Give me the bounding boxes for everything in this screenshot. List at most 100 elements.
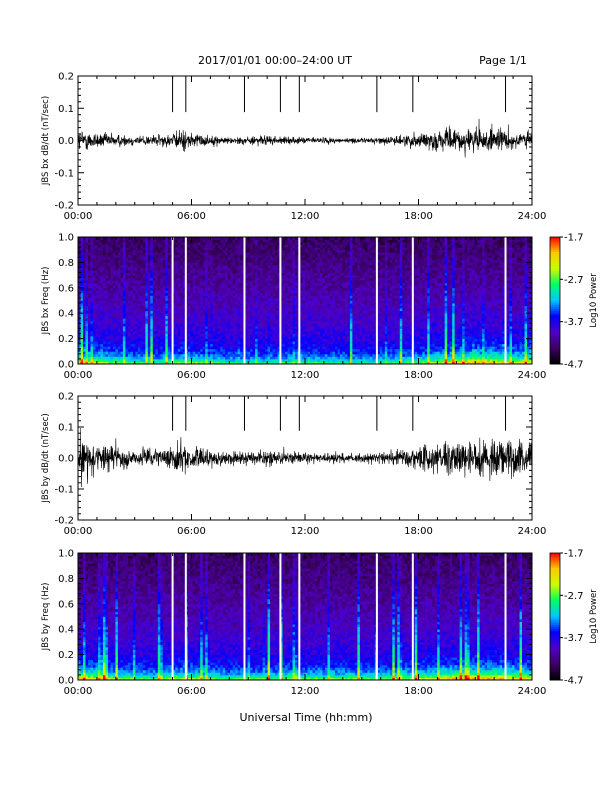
spectrogram-cell: [255, 358, 258, 362]
spectrogram-cell: [130, 257, 134, 261]
spectrogram-cell: [147, 244, 151, 248]
spectrogram-cell: [267, 305, 271, 309]
spectrogram-cell: [240, 254, 244, 258]
spectrogram-cell: [192, 264, 196, 268]
spectrogram-cell: [277, 336, 281, 339]
spectrogram-cell: [262, 239, 266, 243]
spectrogram-cell: [202, 318, 206, 322]
spectrogram-cell: [292, 272, 296, 276]
spectrogram-cell: [107, 300, 111, 304]
spectrogram-cell: [300, 323, 303, 327]
spectrogram-cell: [265, 300, 268, 304]
spectrogram-cell: [90, 264, 94, 268]
spectrogram-cell: [145, 320, 149, 324]
spectrogram-cell: [187, 297, 191, 301]
spectrogram-cell: [287, 249, 291, 253]
spectrogram-cell: [240, 333, 244, 337]
spectrogram-cell: [197, 262, 201, 266]
spectrogram-cell: [307, 249, 311, 253]
spectrogram-cell: [182, 247, 186, 251]
spectrogram-cell: [92, 290, 96, 294]
spectrogram-cell: [290, 300, 293, 304]
spectrogram-cell: [140, 315, 144, 319]
spectrogram-cell: [180, 318, 184, 322]
spectrogram-cell: [190, 270, 194, 273]
spectrogram-cell: [227, 338, 231, 342]
spectrogram-cell: [147, 285, 151, 289]
spectrogram-cell: [295, 338, 298, 342]
spectrogram-cell: [217, 275, 221, 279]
spectrogram-cell: [92, 323, 96, 327]
spectrogram-cell: [165, 280, 169, 284]
spectrogram-cell: [250, 295, 254, 299]
spectrogram-cell: [160, 313, 164, 317]
spectrogram-cell: [197, 282, 201, 286]
spectrogram-cell: [260, 333, 263, 337]
spectrogram-cell: [302, 308, 306, 312]
spectrogram-cell: [257, 336, 261, 339]
spectrogram-cell: [155, 262, 159, 266]
spectrogram-cell: [207, 361, 211, 365]
spectrogram-cell: [125, 292, 129, 296]
spectrogram-cell: [205, 267, 209, 271]
spectrogram-cell: [180, 237, 184, 240]
spectrogram-cell: [177, 353, 181, 357]
spectrogram-cell: [175, 285, 179, 289]
spectrogram-cell: [115, 252, 119, 256]
spectrogram-cell: [97, 361, 101, 365]
spectrogram-cell: [115, 295, 119, 299]
spectrogram-cell: [309, 308, 313, 312]
spectrogram-cell: [87, 259, 91, 263]
spectrogram-cell: [105, 325, 109, 329]
spectrogram-cell: [142, 308, 146, 312]
spectrogram-cell: [240, 346, 244, 350]
spectrogram-cell: [197, 310, 201, 314]
spectrogram-cell: [140, 295, 144, 299]
spectrogram-cell: [165, 237, 169, 240]
spectrogram-cell: [202, 259, 206, 263]
spectrogram-cell: [257, 287, 261, 291]
spectrogram-cell: [230, 295, 234, 299]
spectrogram-cell: [205, 277, 209, 281]
spectrogram-cell: [195, 303, 199, 306]
spectrogram-cell: [110, 277, 114, 281]
spectrogram-cell: [155, 346, 159, 350]
spectrogram-cell: [80, 252, 84, 256]
spectrogram-cell: [150, 254, 154, 258]
spectrogram-cell: [122, 300, 126, 304]
spectrogram-cell: [295, 351, 298, 355]
spectrogram-cell: [212, 320, 216, 324]
spectrogram-cell: [275, 287, 278, 291]
spectrogram-cell: [142, 287, 146, 291]
spectrogram-cell: [280, 315, 283, 319]
spectrogram-cell: [245, 318, 249, 322]
spectrogram-cell: [255, 336, 258, 339]
spectrogram-cell: [217, 336, 221, 339]
spectrogram-cell: [205, 249, 209, 253]
spectrogram-cell: [132, 244, 136, 248]
spectrogram-cell: [312, 242, 316, 246]
spectrogram-cell: [257, 338, 261, 342]
spectrogram-cell: [275, 313, 278, 317]
spectrogram-cell: [262, 295, 266, 299]
spectrogram-cell: [85, 282, 89, 286]
spectrogram-cell: [127, 325, 131, 329]
spectrogram-cell: [122, 353, 126, 357]
spectrogram-cell: [157, 318, 161, 322]
spectrogram-cell: [240, 320, 244, 324]
spectrogram-cell: [250, 356, 254, 360]
spectrogram-cell: [232, 254, 236, 258]
spectrogram-cell: [142, 295, 146, 299]
spectrogram-cell: [197, 254, 201, 258]
spectrogram-cell: [212, 300, 216, 304]
spectrogram-cell: [180, 280, 184, 284]
spectrogram-cell: [312, 257, 316, 261]
spectrogram-cell: [167, 259, 171, 263]
spectrogram-cell: [207, 247, 211, 251]
spectrogram-cell: [177, 328, 181, 332]
spectrogram-cell: [257, 247, 261, 251]
spectrogram-cell: [222, 346, 226, 350]
spectrogram-cell: [295, 239, 298, 243]
spectrogram-cell: [135, 264, 139, 268]
spectrogram-cell: [110, 318, 114, 322]
